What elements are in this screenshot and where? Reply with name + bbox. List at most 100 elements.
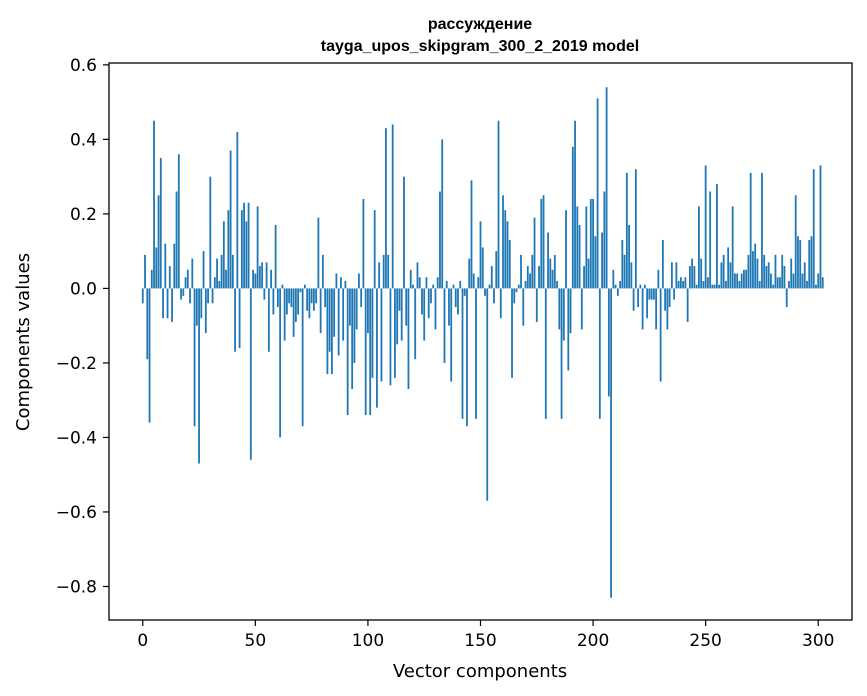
plot-frame: [108, 62, 853, 621]
bar-241: [684, 277, 687, 289]
bar-151: [481, 247, 484, 289]
bar-293: [801, 273, 804, 289]
bar-285: [783, 266, 786, 289]
bar-275: [761, 172, 763, 289]
bar-29: [207, 288, 209, 304]
bar-18: [182, 288, 185, 296]
bar-142: [461, 288, 464, 419]
bar-87: [337, 288, 340, 356]
chart-subtitle: tayga_upos_skipgram_300_2_2019 model: [321, 38, 639, 55]
bar-162: [506, 221, 509, 289]
bar-51: [256, 206, 259, 289]
bar-230: [659, 288, 662, 382]
bar-165: [513, 288, 516, 304]
bar-253: [711, 284, 714, 289]
bar-128: [430, 288, 432, 304]
bar-292: [799, 239, 802, 289]
bar-82: [326, 288, 329, 375]
bar-207: [607, 288, 610, 397]
bar-152: [484, 288, 486, 296]
bar-284: [781, 254, 784, 289]
bar-232: [664, 288, 667, 311]
bar-75: [310, 288, 313, 304]
bar-16: [177, 154, 180, 289]
bar-223: [643, 284, 646, 289]
bar-229: [657, 269, 660, 289]
bar-52: [258, 266, 261, 289]
bar-143: [463, 288, 466, 296]
bar-251: [707, 277, 709, 289]
bar-60: [276, 288, 279, 308]
bar-262: [731, 206, 734, 289]
bar-278: [767, 262, 770, 289]
bar-244: [691, 258, 694, 289]
x-tick-label: 250: [689, 631, 721, 651]
bar-37: [225, 269, 227, 289]
bar-101: [369, 288, 372, 416]
bar-219: [634, 169, 637, 289]
bar-62: [281, 284, 284, 289]
x-tick-label: 200: [577, 631, 609, 651]
bar-61: [279, 288, 282, 438]
bar-111: [391, 124, 394, 289]
bar-201: [594, 236, 597, 289]
bar-22: [191, 258, 194, 289]
bar-54: [263, 288, 266, 300]
bar-239: [679, 277, 682, 289]
bar-264: [736, 273, 739, 289]
bar-261: [729, 262, 732, 289]
bar-155: [490, 266, 493, 289]
bar-283: [779, 277, 781, 289]
bar-19: [184, 277, 187, 289]
bar-150: [479, 221, 482, 289]
bars-group: [141, 87, 824, 598]
bar-39: [229, 150, 232, 289]
bar-133: [441, 139, 444, 289]
bar-98: [362, 198, 365, 289]
bar-58: [272, 288, 275, 315]
bar-302: [821, 277, 824, 289]
bar-109: [387, 254, 390, 289]
bar-105: [378, 262, 381, 289]
bar-160: [502, 195, 504, 289]
x-tick-label: 100: [352, 631, 384, 651]
bar-205: [603, 191, 606, 289]
x-axis-label: Vector components: [393, 661, 567, 682]
bar-139: [454, 288, 457, 308]
bar-182: [551, 269, 554, 289]
bar-286: [785, 288, 788, 308]
bar-227: [652, 288, 655, 300]
bar-290: [794, 195, 797, 289]
bar-157: [495, 251, 498, 289]
bar-265: [738, 280, 741, 289]
bar-134: [443, 288, 446, 363]
bar-9: [162, 288, 164, 319]
bar-212: [619, 280, 621, 289]
bar-3: [148, 288, 151, 423]
bar-23: [193, 288, 196, 427]
bar-1: [144, 254, 146, 289]
bar-49: [252, 269, 254, 289]
bar-34: [218, 280, 221, 289]
y-tick-label: 0.6: [70, 56, 97, 76]
bar-148: [475, 288, 477, 419]
bar-183: [553, 254, 556, 289]
bar-236: [673, 288, 676, 300]
bar-277: [765, 266, 768, 289]
bar-298: [812, 169, 815, 289]
bar-90: [344, 280, 347, 289]
bar-14: [173, 243, 176, 289]
bar-204: [601, 232, 603, 289]
y-tick-label: 0.4: [70, 130, 97, 150]
y-axis-ticks: 0.6 0.4 0.2 0.0 −0.2 −0.4 −0.6 −0.8: [56, 56, 109, 597]
bar-125: [423, 288, 426, 341]
bar-103: [373, 210, 376, 289]
bar-173: [531, 254, 534, 289]
bar-197: [585, 206, 588, 289]
bar-156: [493, 288, 495, 304]
bar-276: [763, 254, 766, 289]
bar-95: [355, 288, 358, 330]
bar-289: [792, 273, 795, 289]
bar-274: [758, 280, 761, 289]
bar-13: [171, 288, 173, 322]
